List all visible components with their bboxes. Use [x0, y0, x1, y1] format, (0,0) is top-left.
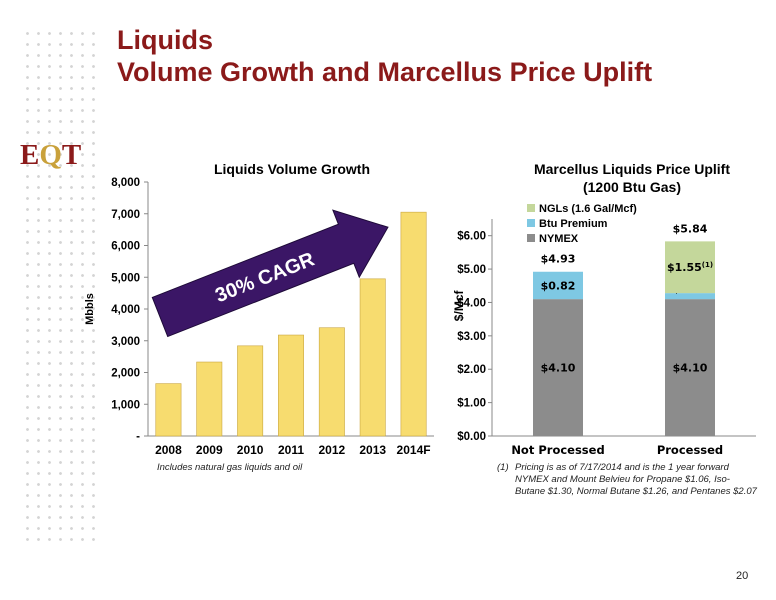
chart1-x-tick-label: 2014F: [397, 443, 431, 457]
chart1-x-tick-label: 2013: [359, 443, 386, 457]
title-line-1: Liquids: [117, 25, 213, 55]
chart2-y-axis-label: $/Mcf: [452, 290, 466, 322]
chart2-legend-label: NYMEX: [539, 233, 579, 245]
chart2-y-tick-label: $4.00: [457, 297, 486, 309]
chart2-segment-label: $4.10: [541, 362, 576, 375]
chart1-bar: [359, 278, 386, 437]
chart2-bar-segment: [665, 299, 715, 436]
chart2-x-tick-label: Not Processed: [511, 443, 604, 457]
chart1-x-tick-label: 2009: [196, 443, 223, 457]
eqt-logo-t: T: [62, 139, 81, 171]
chart1-y-tick-label: 5,000: [111, 272, 140, 284]
chart1-x-tick-label: 2011: [278, 443, 304, 457]
chart2-superscript: (1): [702, 261, 713, 269]
dot-pattern: [22, 28, 102, 548]
chart1-y-tick-label: 1,000: [111, 399, 140, 411]
chart1-bar: [196, 361, 223, 437]
chart2-y-tick-label: $3.00: [457, 331, 486, 343]
chart2-bar-segment: [665, 293, 715, 300]
chart1-y-tick-label: 2,000: [111, 368, 140, 380]
chart1-y-tick-label: 7,000: [111, 209, 140, 221]
footnote-number: (1): [497, 462, 509, 473]
chart1-bar: [400, 211, 427, 437]
chart1-x-tick-label: 2012: [319, 443, 346, 457]
chart2-y-tick-label: $5.00: [457, 264, 486, 276]
chart1-y-tick-label: 3,000: [111, 336, 140, 348]
chart2-bar-segment: [533, 299, 583, 436]
chart2-legend-swatch: [527, 219, 535, 227]
footnote: (1) Pricing is as of 7/17/2014 and is th…: [497, 462, 757, 498]
chart2-legend-swatch: [527, 234, 535, 242]
chart1-y-tick-label: -: [136, 431, 140, 443]
chart2-legend-label: Btu Premium: [539, 218, 608, 230]
chart1-x-tick-label: 2008: [155, 443, 182, 457]
chart2-y-tick-label: $0.00: [457, 431, 486, 443]
chart2-y-tick-label: $1.00: [457, 398, 486, 410]
chart2-y-tick-label: $6.00: [457, 231, 486, 243]
chart2-segment-label: $4.10: [673, 362, 708, 375]
chart2-x-tick-label: Processed: [657, 443, 723, 457]
chart2-legend-swatch: [527, 204, 535, 212]
chart1-bar: [318, 327, 345, 437]
footnote-text: Pricing is as of 7/17/2014 and is the 1 …: [515, 462, 757, 497]
chart2-segment-label: $1.55(1): [667, 261, 713, 274]
chart2-legend-label: NGLs (1.6 Gal/Mcf): [539, 203, 637, 215]
chart2-bar-segment: [665, 241, 715, 294]
chart1-y-tick-label: 8,000: [111, 177, 140, 189]
chart1-bar: [237, 345, 264, 437]
eqt-logo-q: Q: [39, 139, 62, 171]
chart2-total-label: $4.93: [541, 253, 576, 266]
page-number: 20: [736, 570, 749, 582]
chart1-y-tick-label: 4,000: [111, 304, 140, 316]
chart1-bar: [155, 383, 182, 437]
chart2-bar-segment: [533, 271, 583, 300]
chart1-title: Liquids Volume Growth: [214, 161, 370, 177]
chart2-title-line2: (1200 Btu Gas): [583, 179, 681, 195]
chart1-y-tick-label: 6,000: [111, 241, 140, 253]
slide-title: Liquids Volume Growth and Marcellus Pric…: [117, 24, 652, 88]
cagr-arrow-shape: [151, 209, 389, 338]
eqt-logo-e: E: [20, 139, 39, 171]
left-chart-note: Includes natural gas liquids and oil: [157, 462, 303, 473]
chart1-bar: [278, 334, 304, 437]
title-line-2: Volume Growth and Marcellus Price Uplift: [117, 57, 653, 87]
chart2-total-label: $5.84: [673, 222, 708, 235]
chart1-x-tick-label: 2010: [237, 443, 264, 457]
eqt-logo: EQT: [20, 139, 81, 171]
chart2-y-tick-label: $2.00: [457, 364, 486, 376]
chart2-segment-label: $0.82: [541, 279, 576, 292]
eqt-logo-text: EQT: [20, 139, 81, 171]
chart2-title-line1: Marcellus Liquids Price Uplift: [534, 161, 730, 177]
chart1-y-axis-label: Mbbls: [84, 293, 96, 325]
